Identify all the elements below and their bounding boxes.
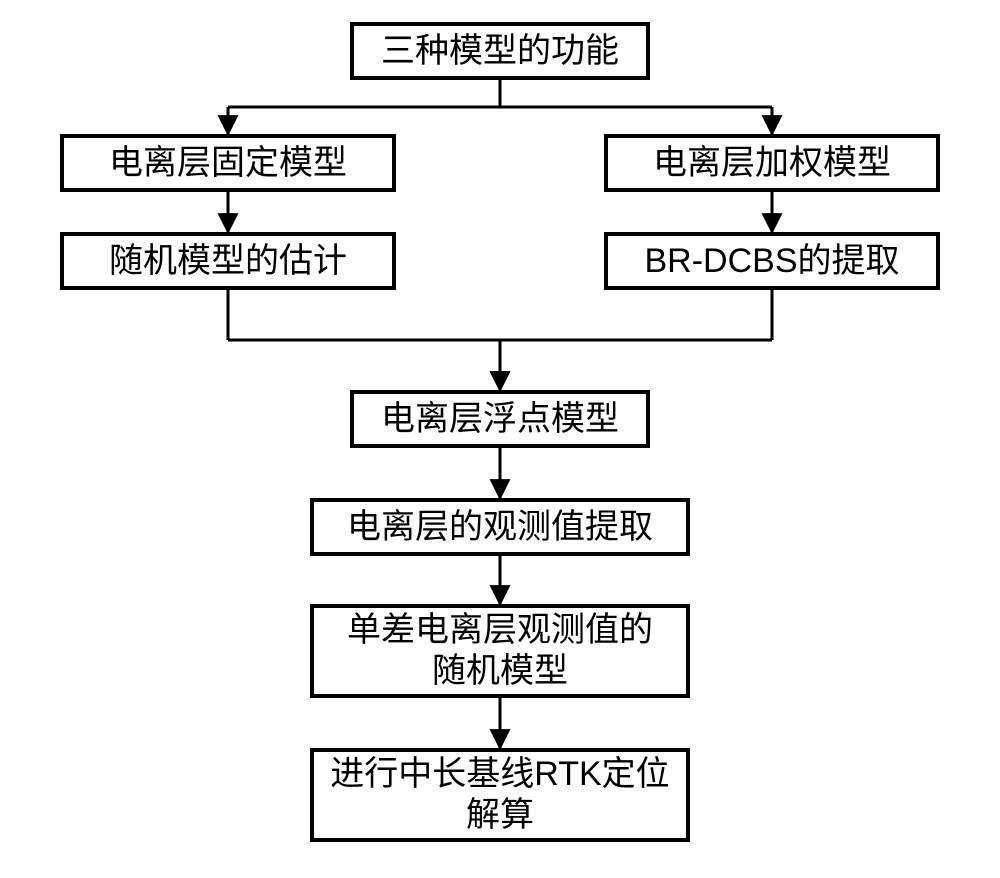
node-right1: 电离层加权模型	[604, 134, 940, 192]
node-label: 进行中长基线RTK定位 解算	[330, 754, 669, 836]
node-label: 电离层加权模型	[653, 143, 891, 184]
node-label: 三种模型的功能	[381, 31, 619, 72]
node-mid4: 进行中长基线RTK定位 解算	[310, 748, 690, 842]
node-mid1: 电离层浮点模型	[350, 390, 650, 448]
flowchart-canvas: 三种模型的功能电离层固定模型 电离层加权模型随机模型的估计 BR-DCBS的提取电离…	[0, 0, 1000, 878]
node-right2: BR-DCBS的提取	[604, 232, 940, 290]
node-label: 随机模型的估计	[109, 241, 347, 282]
node-mid3: 单差电离层观测值的 随机模型	[310, 604, 690, 698]
node-label: 单差电离层观测值的 随机模型	[347, 610, 653, 692]
node-label: BR-DCBS的提取	[644, 241, 899, 282]
node-label: 电离层浮点模型	[381, 399, 619, 440]
node-left1: 电离层固定模型	[60, 134, 396, 192]
node-root: 三种模型的功能	[350, 22, 650, 80]
node-left2: 随机模型的估计	[60, 232, 396, 290]
node-label: 电离层的观测值提取	[347, 507, 653, 548]
node-mid2: 电离层的观测值提取	[310, 498, 690, 556]
node-label: 电离层固定模型	[109, 143, 347, 184]
